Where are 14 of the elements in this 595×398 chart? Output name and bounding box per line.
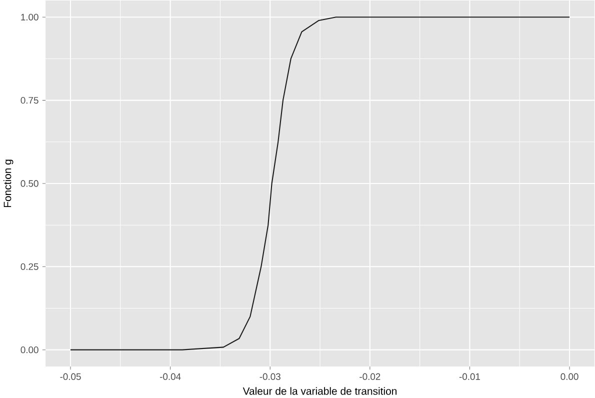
y-tick-label: 0.00 — [20, 346, 38, 354]
x-tick-label: 0.00 — [560, 373, 578, 380]
line-series — [70, 16, 570, 350]
y-axis-title: Fonction g — [3, 160, 14, 207]
x-tick-label: -0.04 — [160, 373, 181, 380]
x-axis-title: Valeur de la variable de transition — [242, 386, 396, 395]
y-tick-label: 1.00 — [21, 14, 38, 20]
x-tick-label: -0.01 — [459, 373, 480, 380]
y-tick-label: 0.50 — [20, 180, 38, 187]
x-tick-label: -0.02 — [360, 373, 380, 380]
x-tick-label: -0.05 — [60, 373, 81, 380]
y-tick-label: 0.75 — [20, 96, 38, 104]
y-tick-label: 0.25 — [20, 263, 38, 270]
x-tick-label: -0.03 — [260, 373, 280, 380]
